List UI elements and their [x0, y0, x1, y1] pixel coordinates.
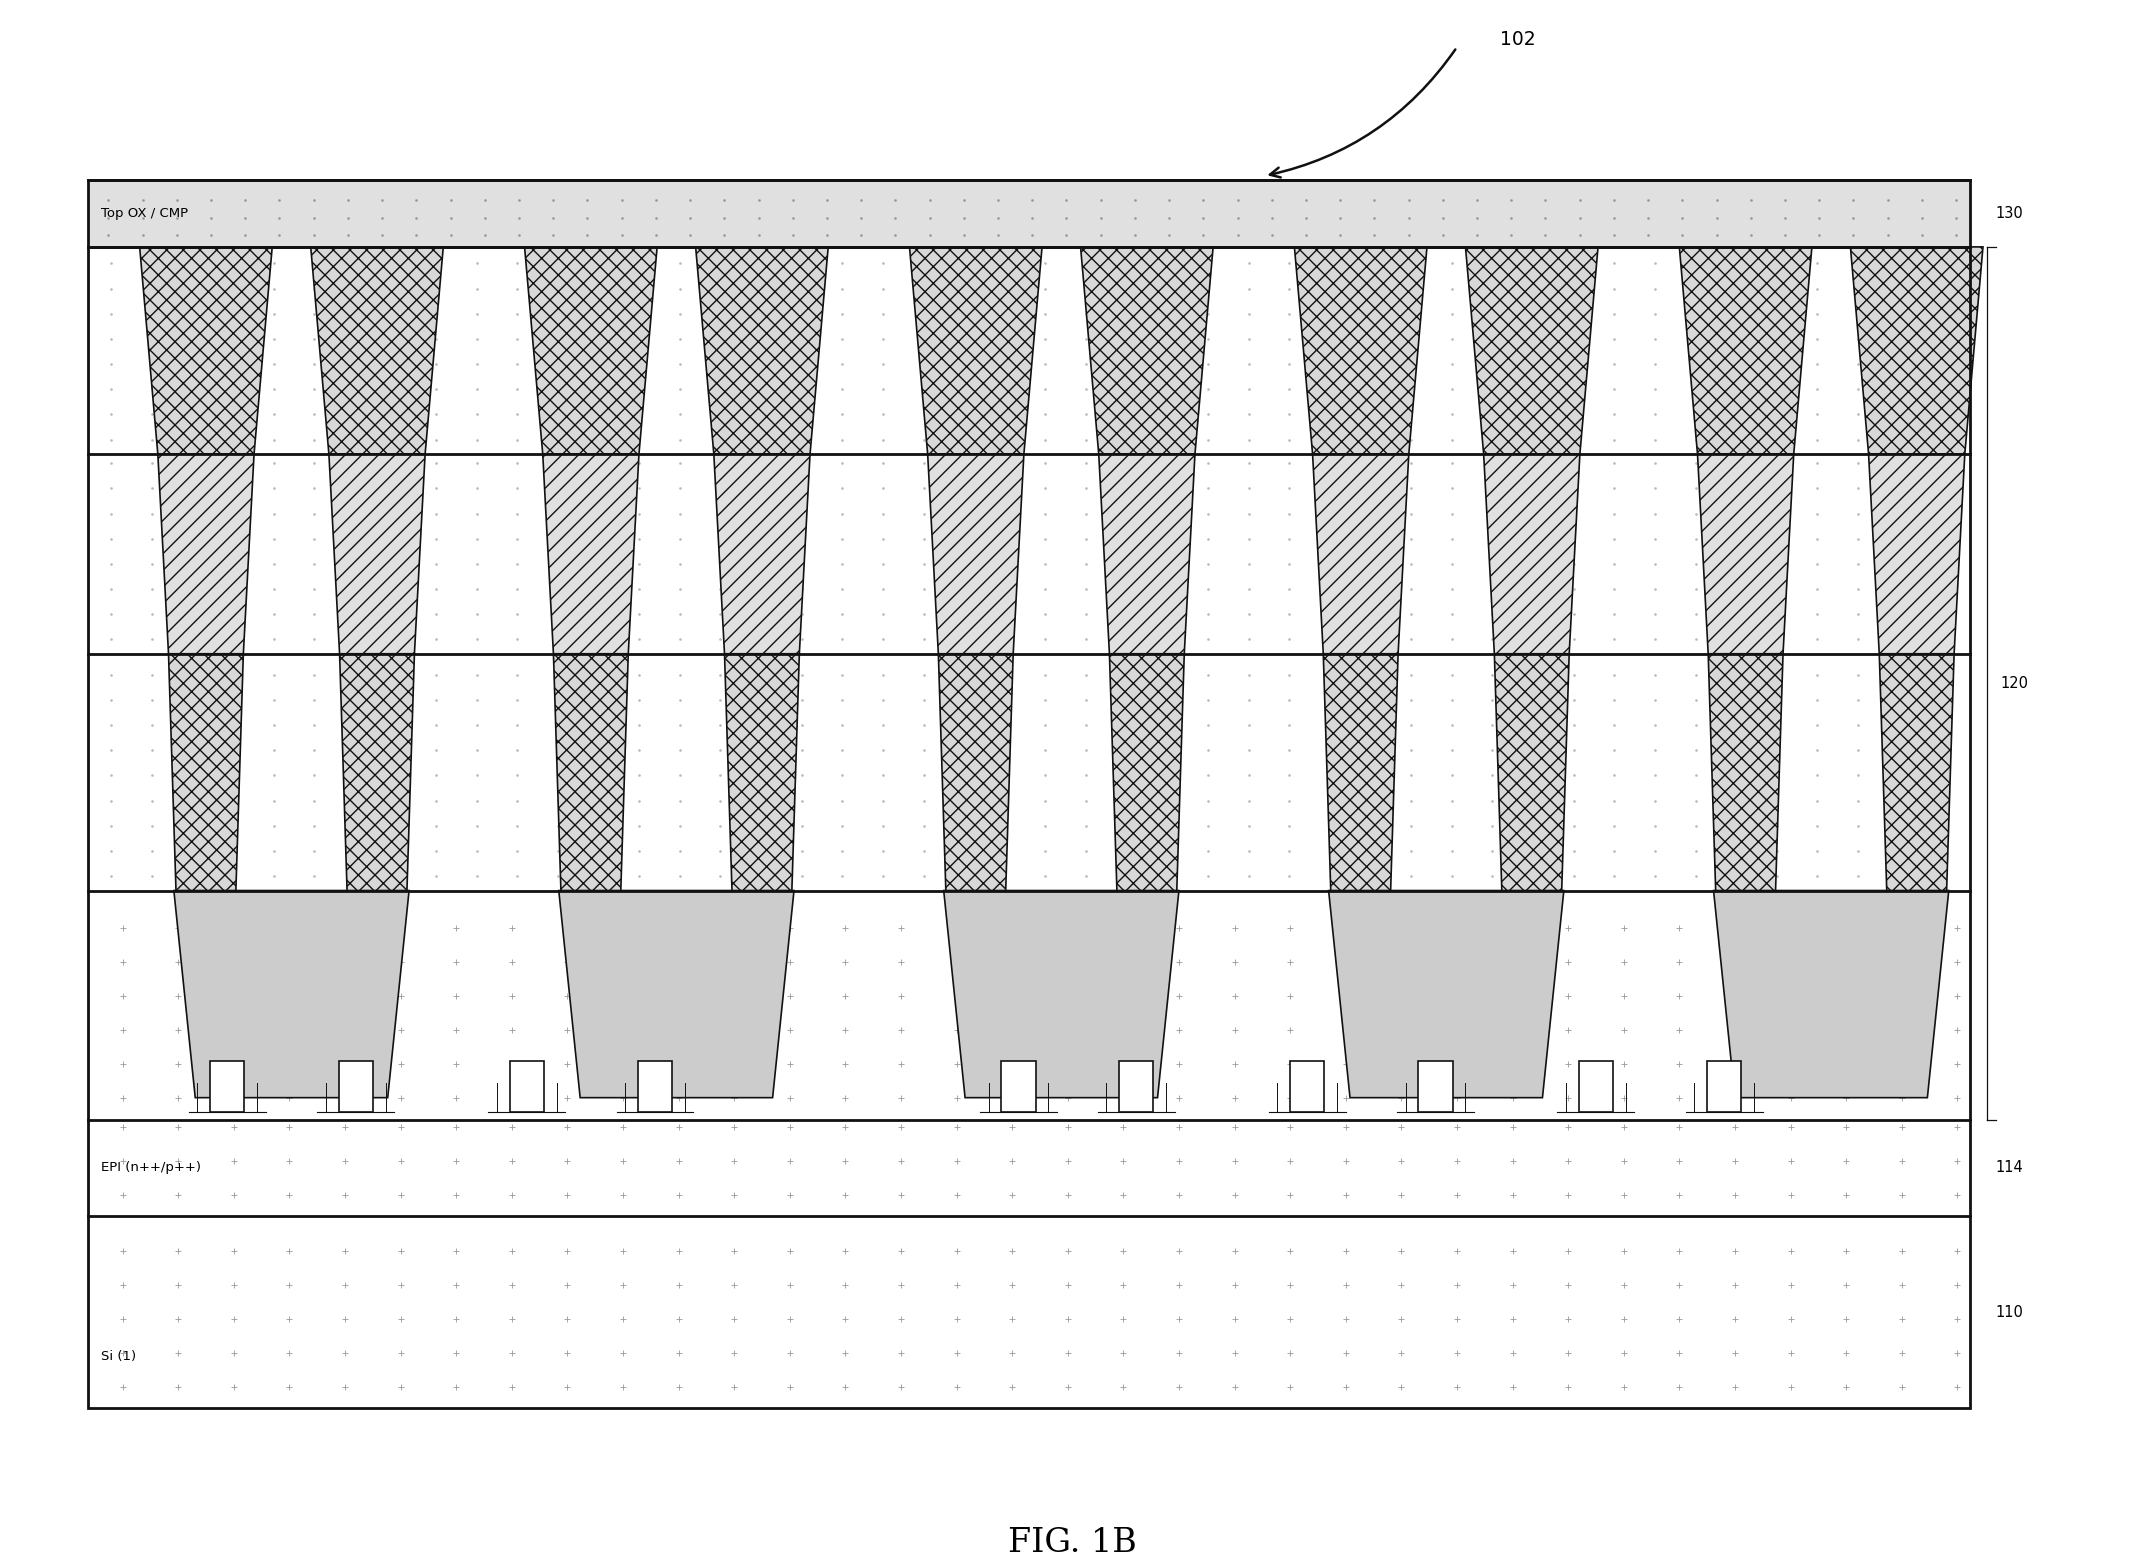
Polygon shape	[542, 453, 639, 654]
Text: 102: 102	[1499, 30, 1535, 50]
Bar	[88, 654, 1970, 890]
Polygon shape	[525, 247, 658, 453]
Polygon shape	[1098, 453, 1194, 654]
Polygon shape	[1081, 247, 1214, 453]
Bar	[1001, 1061, 1036, 1112]
Bar	[510, 1061, 545, 1112]
Polygon shape	[725, 654, 800, 890]
Text: EPI (n++/p++): EPI (n++/p++)	[101, 1162, 202, 1174]
Bar	[1578, 1061, 1612, 1112]
Polygon shape	[714, 453, 810, 654]
Bar	[88, 453, 1970, 654]
Polygon shape	[1484, 453, 1580, 654]
Polygon shape	[311, 247, 444, 453]
Bar	[339, 1061, 373, 1112]
Bar	[88, 180, 1970, 247]
Polygon shape	[1679, 247, 1812, 453]
Polygon shape	[169, 654, 244, 890]
Bar	[1119, 1061, 1153, 1112]
Polygon shape	[1494, 654, 1569, 890]
Polygon shape	[909, 247, 1042, 453]
Polygon shape	[1312, 453, 1409, 654]
Text: 110: 110	[1996, 1305, 2024, 1320]
Polygon shape	[560, 890, 793, 1098]
Text: Si (1): Si (1)	[101, 1350, 137, 1364]
Polygon shape	[1108, 654, 1183, 890]
Polygon shape	[1713, 890, 1949, 1098]
Polygon shape	[1709, 654, 1784, 890]
Bar	[1291, 1061, 1325, 1112]
Bar	[639, 1061, 671, 1112]
Polygon shape	[1323, 654, 1398, 890]
Polygon shape	[1466, 247, 1597, 453]
Bar	[1419, 1061, 1454, 1112]
Text: 114: 114	[1996, 1160, 2024, 1176]
Polygon shape	[159, 453, 253, 654]
Text: Top OX / CMP: Top OX / CMP	[101, 207, 189, 221]
Polygon shape	[1880, 654, 1953, 890]
Polygon shape	[1698, 453, 1795, 654]
Polygon shape	[943, 890, 1179, 1098]
Bar	[88, 180, 1970, 1409]
Polygon shape	[328, 453, 425, 654]
Polygon shape	[1870, 453, 1964, 654]
Bar	[88, 247, 1970, 453]
Bar	[88, 890, 1970, 1120]
Bar	[1707, 1061, 1741, 1112]
Polygon shape	[1295, 247, 1428, 453]
Polygon shape	[174, 890, 410, 1098]
Polygon shape	[339, 654, 414, 890]
Polygon shape	[695, 247, 828, 453]
Text: 130: 130	[1996, 207, 2024, 221]
Bar	[88, 1216, 1970, 1409]
Polygon shape	[939, 654, 1014, 890]
Polygon shape	[1329, 890, 1563, 1098]
Text: 120: 120	[2000, 676, 2028, 691]
Bar	[88, 1120, 1970, 1216]
Polygon shape	[139, 247, 272, 453]
Polygon shape	[928, 453, 1025, 654]
Text: FIG. 1B: FIG. 1B	[1008, 1527, 1136, 1553]
Polygon shape	[553, 654, 628, 890]
Bar	[210, 1061, 244, 1112]
Polygon shape	[1850, 247, 1983, 453]
